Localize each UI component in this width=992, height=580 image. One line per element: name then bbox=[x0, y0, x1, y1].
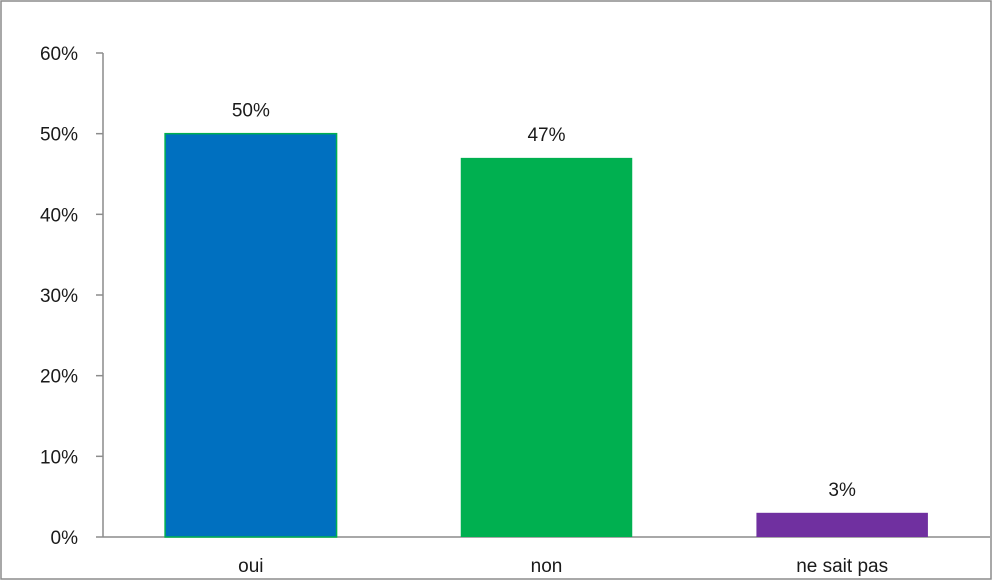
data-label: 3% bbox=[828, 480, 856, 501]
data-label: 50% bbox=[232, 101, 270, 122]
category-label: non bbox=[531, 556, 563, 577]
bar-oui bbox=[164, 132, 338, 538]
y-tick-label: 60% bbox=[40, 44, 78, 65]
bar-non bbox=[460, 157, 633, 537]
y-axis-ticks: 0% 10% 20% 30% 40% 50% 60% bbox=[40, 44, 103, 549]
y-tick-label: 50% bbox=[40, 125, 78, 146]
y-tick-label: 10% bbox=[40, 447, 78, 468]
bars-group bbox=[164, 132, 928, 538]
category-labels-group: oui non ne sait pas bbox=[238, 556, 888, 577]
y-tick-label: 20% bbox=[40, 367, 78, 388]
category-label: ne sait pas bbox=[796, 556, 888, 577]
data-labels-group: 50% 47% 3% bbox=[232, 101, 856, 501]
y-tick-label: 0% bbox=[51, 528, 79, 549]
bar-ne-sait-pas bbox=[756, 512, 928, 537]
y-tick-label: 30% bbox=[40, 286, 78, 307]
data-label: 47% bbox=[527, 125, 565, 146]
y-tick-label: 40% bbox=[40, 205, 78, 226]
category-label: oui bbox=[238, 556, 263, 577]
